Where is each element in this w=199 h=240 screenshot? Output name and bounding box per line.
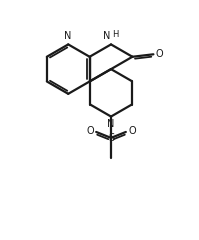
Text: N: N — [107, 119, 115, 129]
Text: N: N — [103, 31, 110, 42]
Text: O: O — [128, 126, 136, 136]
Text: O: O — [86, 126, 94, 136]
Text: O: O — [156, 49, 163, 59]
Text: S: S — [108, 133, 114, 143]
Text: H: H — [112, 30, 118, 39]
Text: N: N — [63, 31, 71, 42]
